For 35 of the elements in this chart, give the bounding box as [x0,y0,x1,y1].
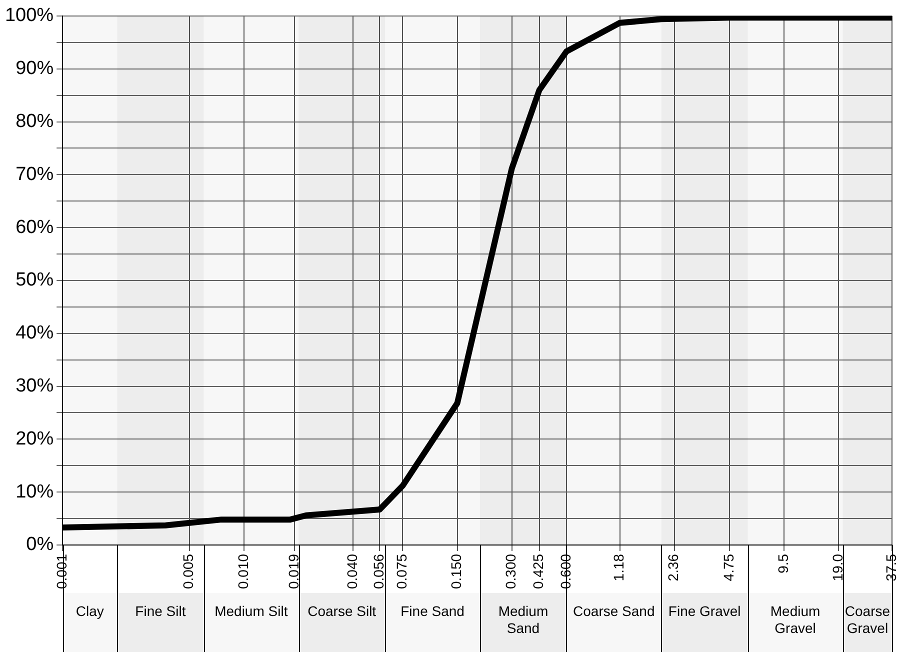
x-tick-label: 0.040 [344,554,360,590]
y-tick-label: 60% [16,216,54,238]
x-tick-label: 0.425 [530,554,546,590]
x-tick-label: 0.010 [234,554,251,590]
y-tick-label: 50% [16,270,54,291]
x-tick-label: 0.075 [394,554,410,590]
x-tick-label: 0.019 [285,554,302,590]
x-tick-label: 0.300 [502,554,519,590]
y-tick-label: 90% [16,58,54,80]
x-tick-label: 4.75 [720,554,736,582]
text: Fine Silt [135,602,186,619]
text: Clay [76,602,104,619]
text: Coarse Silt [308,602,376,619]
y-tick-label: 100% [4,5,54,26]
text: Fine Sand [400,602,464,619]
text: Coarse Sand [573,602,655,619]
y-tick-label: 30% [16,376,54,397]
y-tick-label: 40% [16,322,54,344]
text: Coarse Gravel [844,602,890,636]
text: Medium Silt [214,602,288,619]
x-tick-label: 0.150 [448,554,464,590]
text: Medium Sand [498,602,548,636]
y-tick-label: 0% [26,534,54,556]
x-tick-label: 1.18 [610,554,627,582]
y-tick-label: 20% [16,428,54,450]
x-tick-label: 9.5 [774,554,791,574]
x-tick-label: 19.0 [830,554,846,582]
y-tick-label: 10% [16,481,54,502]
x-tick-label: 0.005 [180,554,196,590]
y-tick-label: 80% [16,111,54,132]
x-tick-label: 0.056 [370,554,387,590]
text: Medium Gravel [770,602,820,636]
text: Fine Gravel [668,602,741,619]
y-tick-label: 70% [16,164,54,185]
x-tick-label: 2.36 [665,554,682,582]
